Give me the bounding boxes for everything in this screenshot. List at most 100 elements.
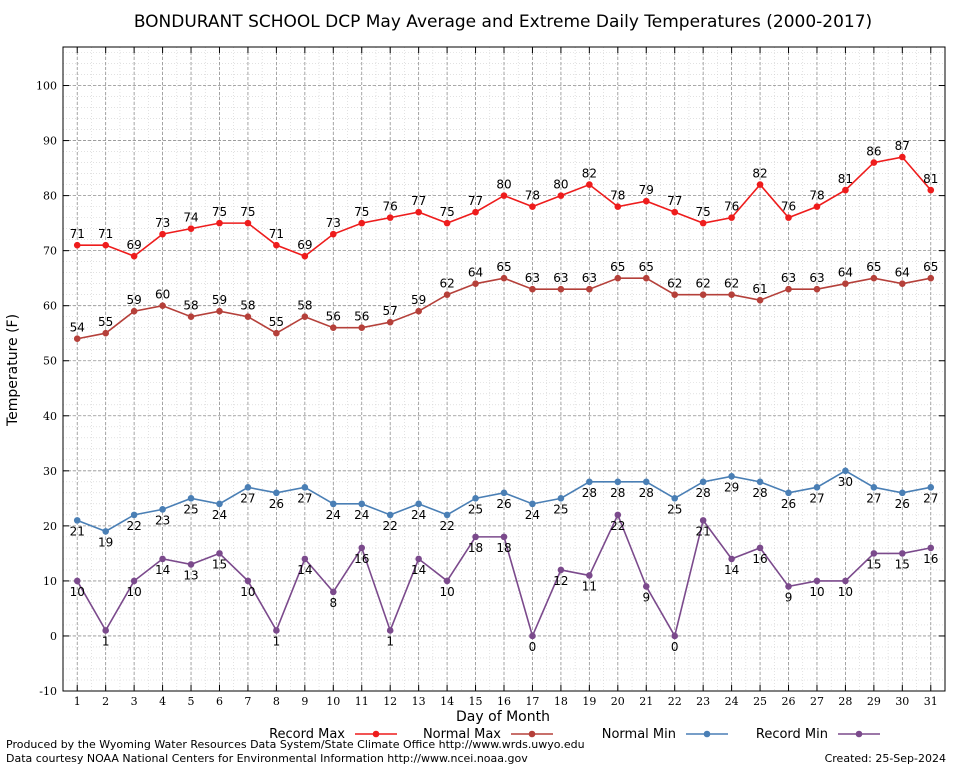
data-point	[671, 291, 679, 298]
data-label: 77	[468, 194, 483, 208]
data-label: 11	[582, 579, 597, 593]
data-label: 25	[553, 502, 568, 516]
x-tick-label: 8	[273, 695, 280, 708]
x-tick-label: 14	[440, 695, 454, 708]
x-tick-label: 25	[753, 695, 767, 708]
y-tick-label: 70	[43, 245, 57, 258]
data-label: 69	[297, 238, 312, 252]
data-point	[842, 467, 849, 475]
data-point	[130, 511, 138, 519]
data-label: 80	[553, 178, 568, 192]
data-label: 76	[383, 200, 398, 214]
data-label: 78	[525, 189, 540, 203]
data-point	[927, 484, 935, 491]
data-point	[728, 473, 735, 480]
data-point	[415, 500, 422, 508]
x-tick-label: 10	[326, 695, 340, 708]
data-label: 63	[781, 271, 796, 285]
data-label: 75	[354, 205, 369, 219]
x-tick-label: 2	[102, 695, 109, 708]
data-point	[785, 214, 792, 221]
data-point	[671, 632, 679, 640]
data-label: 29	[724, 480, 739, 494]
data-point	[870, 550, 878, 557]
data-label: 27	[809, 491, 824, 505]
data-point	[529, 632, 536, 640]
data-point	[102, 627, 109, 634]
data-point	[159, 230, 166, 238]
data-point	[301, 252, 309, 260]
data-point	[244, 577, 252, 585]
data-label: 10	[838, 585, 853, 599]
data-point	[927, 274, 935, 282]
data-label: 24	[212, 508, 227, 522]
data-point	[870, 159, 878, 166]
x-tick-label: 7	[244, 695, 251, 708]
data-point	[358, 219, 366, 227]
data-label: 61	[752, 282, 767, 296]
data-label: 65	[610, 260, 625, 274]
data-label: 19	[98, 535, 113, 549]
data-point	[301, 313, 309, 321]
data-label: 22	[439, 519, 454, 533]
data-label: 15	[895, 557, 910, 571]
data-point	[273, 627, 280, 634]
footer-credit-line-2: Data courtesy NOAA National Centers for …	[6, 752, 528, 765]
data-label: 64	[838, 266, 853, 280]
data-label: 28	[639, 486, 654, 500]
x-tick-label: 1	[74, 695, 81, 708]
data-point	[813, 484, 821, 491]
data-point	[159, 302, 166, 310]
data-label: 59	[212, 293, 227, 307]
data-label: 27	[866, 491, 881, 505]
data-label: 74	[183, 211, 198, 225]
data-label: 0	[529, 640, 537, 654]
x-tick-label: 9	[301, 695, 308, 708]
data-point	[756, 544, 764, 552]
data-point	[273, 489, 280, 497]
data-label: 0	[671, 640, 679, 654]
data-point	[557, 566, 565, 574]
legend-swatch-marker	[703, 730, 711, 738]
data-label: 86	[866, 145, 881, 159]
data-point	[728, 214, 735, 221]
data-label: 30	[838, 475, 853, 489]
data-point	[386, 511, 394, 519]
footer-created-date: Created: 25-Sep-2024	[825, 752, 946, 765]
data-point	[699, 517, 707, 524]
data-label: 10	[439, 585, 454, 599]
data-point	[557, 192, 565, 199]
data-point	[870, 274, 878, 282]
legend-swatch-marker	[855, 730, 863, 738]
data-point	[899, 153, 906, 161]
data-label: 9	[785, 590, 793, 604]
x-tick-label: 11	[355, 695, 369, 708]
data-label: 56	[354, 310, 369, 324]
data-label: 75	[212, 205, 227, 219]
data-label: 27	[297, 491, 312, 505]
data-label: 63	[525, 271, 540, 285]
data-label: 73	[155, 216, 170, 230]
data-point	[642, 197, 650, 205]
data-label: 62	[667, 277, 682, 291]
data-label: 87	[895, 139, 910, 153]
data-point	[642, 274, 650, 282]
data-point	[443, 219, 451, 227]
data-point	[443, 577, 451, 585]
data-point	[187, 225, 195, 232]
data-label: 8	[329, 596, 337, 610]
data-label: 1	[273, 634, 281, 648]
data-label: 77	[411, 194, 426, 208]
data-label: 75	[696, 205, 711, 219]
x-tick-label: 13	[412, 695, 426, 708]
data-point	[614, 511, 622, 519]
data-label: 79	[639, 183, 654, 197]
data-label: 82	[752, 167, 767, 181]
data-label: 16	[752, 552, 767, 566]
data-label: 10	[126, 585, 141, 599]
data-label: 59	[411, 293, 426, 307]
data-point	[472, 495, 479, 502]
y-axis-label: Temperature (F)	[5, 314, 21, 427]
